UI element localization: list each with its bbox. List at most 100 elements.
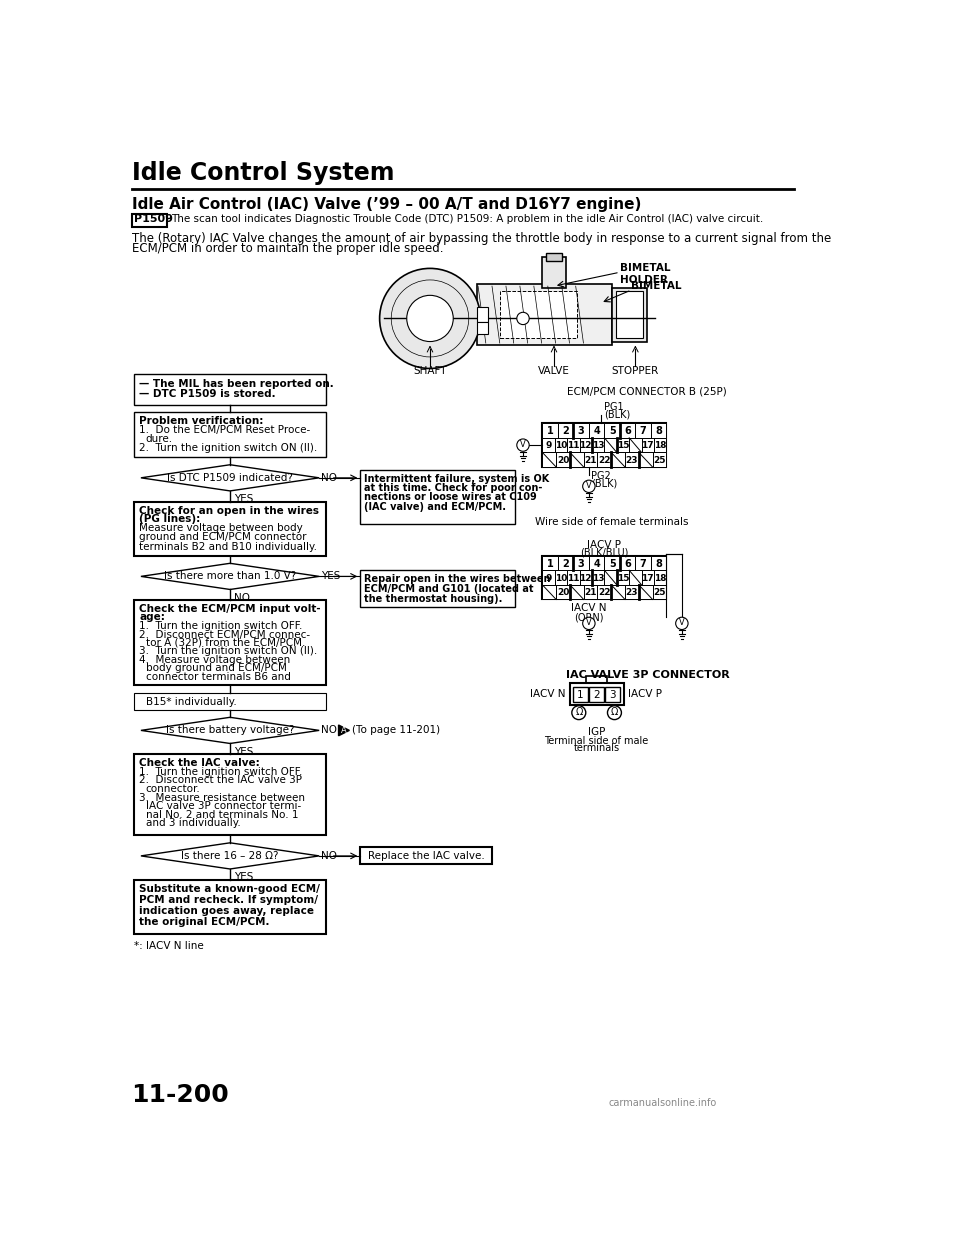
- Text: 10: 10: [555, 441, 567, 451]
- Bar: [134, 754, 326, 835]
- Polygon shape: [141, 718, 319, 744]
- Text: Idle Control System: Idle Control System: [132, 160, 395, 185]
- Text: Substitute a known-good ECM/: Substitute a known-good ECM/: [139, 884, 321, 894]
- Text: 3.  Turn the ignition switch ON (II).: 3. Turn the ignition switch ON (II).: [139, 646, 318, 657]
- Text: 5: 5: [609, 559, 615, 569]
- Text: 12: 12: [580, 574, 592, 582]
- Text: STOPPER: STOPPER: [612, 366, 659, 376]
- Bar: [638, 585, 653, 600]
- Circle shape: [583, 617, 595, 630]
- Circle shape: [608, 705, 621, 719]
- Text: ECM/PCM in order to maintain the proper idle speed.: ECM/PCM in order to maintain the proper …: [132, 242, 444, 255]
- Bar: [542, 555, 558, 570]
- Circle shape: [516, 438, 529, 451]
- Text: 7: 7: [639, 426, 646, 436]
- Text: 11: 11: [567, 574, 580, 582]
- Circle shape: [572, 705, 586, 719]
- Bar: [612, 452, 625, 467]
- Bar: [556, 452, 570, 467]
- Text: BIMETAL
HOLDER: BIMETAL HOLDER: [620, 263, 670, 284]
- Text: Is DTC P1509 indicated?: Is DTC P1509 indicated?: [167, 473, 293, 483]
- Text: Intermittent failure, system is OK: Intermittent failure, system is OK: [364, 474, 549, 484]
- Text: 3: 3: [578, 426, 585, 436]
- Bar: [569, 683, 624, 705]
- Text: (PG lines):: (PG lines):: [139, 514, 201, 524]
- Circle shape: [407, 296, 453, 342]
- Bar: [476, 283, 612, 345]
- Text: NO: NO: [322, 725, 338, 735]
- Polygon shape: [141, 465, 319, 491]
- Text: V: V: [520, 440, 526, 448]
- Text: YES: YES: [322, 571, 341, 581]
- Text: Check the IAC valve:: Check the IAC valve:: [139, 758, 260, 768]
- Bar: [588, 687, 604, 702]
- Text: 18: 18: [654, 441, 666, 451]
- Text: Problem verification:: Problem verification:: [139, 416, 264, 426]
- Circle shape: [379, 268, 480, 369]
- Text: 15: 15: [616, 441, 629, 451]
- Text: 25: 25: [653, 456, 665, 465]
- Text: indication goes away, replace: indication goes away, replace: [139, 905, 314, 915]
- Bar: [567, 437, 580, 452]
- Text: Wire side of female terminals: Wire side of female terminals: [535, 517, 688, 527]
- Text: 2.  Turn the ignition switch ON (II).: 2. Turn the ignition switch ON (II).: [139, 443, 318, 453]
- Bar: [134, 412, 326, 457]
- Text: 1: 1: [547, 426, 554, 436]
- Text: *: IACV N line: *: IACV N line: [134, 941, 204, 951]
- Text: 3.  Measure resistance between: 3. Measure resistance between: [139, 792, 305, 802]
- Bar: [134, 693, 326, 709]
- Text: (BLK): (BLK): [591, 478, 617, 488]
- Text: and 3 individually.: and 3 individually.: [146, 818, 240, 828]
- Text: 23: 23: [626, 456, 638, 465]
- Text: Terminal side of male: Terminal side of male: [544, 735, 649, 745]
- Text: Is there more than 1.0 V?: Is there more than 1.0 V?: [164, 571, 297, 581]
- Text: 4.  Measure voltage between: 4. Measure voltage between: [139, 655, 291, 664]
- Polygon shape: [141, 564, 319, 590]
- Bar: [542, 585, 556, 600]
- Bar: [573, 424, 588, 437]
- Bar: [592, 570, 605, 585]
- Bar: [641, 437, 654, 452]
- Bar: [625, 585, 638, 600]
- Text: V: V: [586, 481, 591, 491]
- Bar: [638, 452, 653, 467]
- Bar: [654, 570, 666, 585]
- Text: The scan tool indicates Diagnostic Trouble Code (DTC) P1509: A problem in the id: The scan tool indicates Diagnostic Troub…: [171, 215, 763, 225]
- Text: 6: 6: [624, 559, 631, 569]
- Bar: [651, 424, 666, 437]
- Text: 5: 5: [609, 426, 615, 436]
- Text: 22: 22: [598, 589, 611, 597]
- Text: connector terminals B6 and: connector terminals B6 and: [146, 672, 291, 682]
- Text: IACV P: IACV P: [628, 689, 661, 699]
- Bar: [555, 437, 567, 452]
- Text: IACV N: IACV N: [530, 689, 565, 699]
- Text: 21: 21: [585, 589, 597, 597]
- Text: 25: 25: [653, 589, 665, 597]
- Text: The (Rotary) IAC Valve changes the amount of air bypassing the throttle body in : The (Rotary) IAC Valve changes the amoun…: [132, 232, 830, 245]
- Bar: [616, 437, 629, 452]
- Text: 2: 2: [563, 559, 569, 569]
- Text: 20: 20: [557, 456, 569, 465]
- Text: Ω: Ω: [611, 707, 618, 717]
- Bar: [360, 570, 516, 607]
- Text: 8: 8: [655, 559, 662, 569]
- Bar: [653, 585, 666, 600]
- Text: Is there 16 – 28 Ω?: Is there 16 – 28 Ω?: [181, 851, 278, 861]
- Bar: [586, 676, 608, 683]
- Text: 20: 20: [557, 589, 569, 597]
- Text: the thermostat housing).: the thermostat housing).: [364, 594, 502, 604]
- Bar: [134, 600, 326, 684]
- Bar: [620, 555, 636, 570]
- Text: Is there battery voltage?: Is there battery voltage?: [166, 725, 295, 735]
- Text: connector.: connector.: [146, 784, 201, 794]
- Text: 1.  Do the ECM/PCM Reset Proce-: 1. Do the ECM/PCM Reset Proce-: [139, 426, 311, 436]
- Bar: [558, 424, 573, 437]
- Text: ECM/PCM CONNECTOR B (25P): ECM/PCM CONNECTOR B (25P): [567, 386, 727, 396]
- Text: YES: YES: [234, 494, 253, 504]
- Bar: [542, 424, 666, 467]
- Bar: [625, 452, 638, 467]
- Text: 3: 3: [578, 559, 585, 569]
- Text: NO: NO: [322, 473, 338, 483]
- Bar: [584, 585, 597, 600]
- Bar: [134, 374, 326, 405]
